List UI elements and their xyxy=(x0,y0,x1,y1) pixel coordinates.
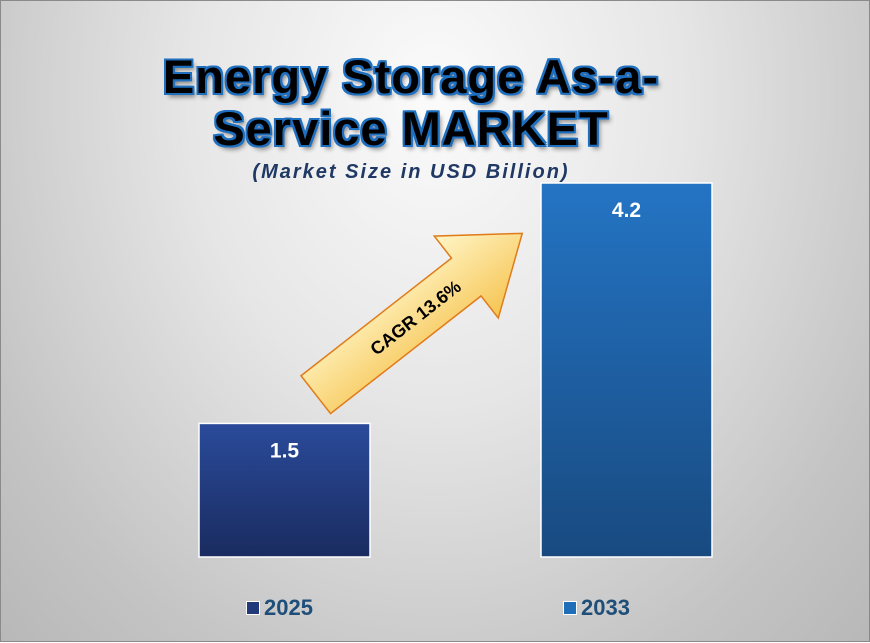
data-label-2033: 4.2 xyxy=(612,199,641,222)
data-label-2025: 1.5 xyxy=(270,439,300,462)
legend-swatch-2025 xyxy=(246,601,260,615)
legend-label: 2033 xyxy=(581,595,630,620)
bar-2033 xyxy=(540,182,713,558)
legend-swatch-2033 xyxy=(563,601,577,615)
legend-item-2025: 2025 xyxy=(246,595,313,621)
legend-item-2033: 2033 xyxy=(563,595,630,621)
chart-subtitle: (Market Size in USD Billion) xyxy=(252,161,570,183)
legend-label: 2025 xyxy=(264,595,313,620)
cagr-arrow: CAGR 13.6% xyxy=(299,232,524,415)
chart-title: Energy Storage As-a-Service MARKET xyxy=(162,50,660,155)
bar-2025 xyxy=(198,422,371,558)
